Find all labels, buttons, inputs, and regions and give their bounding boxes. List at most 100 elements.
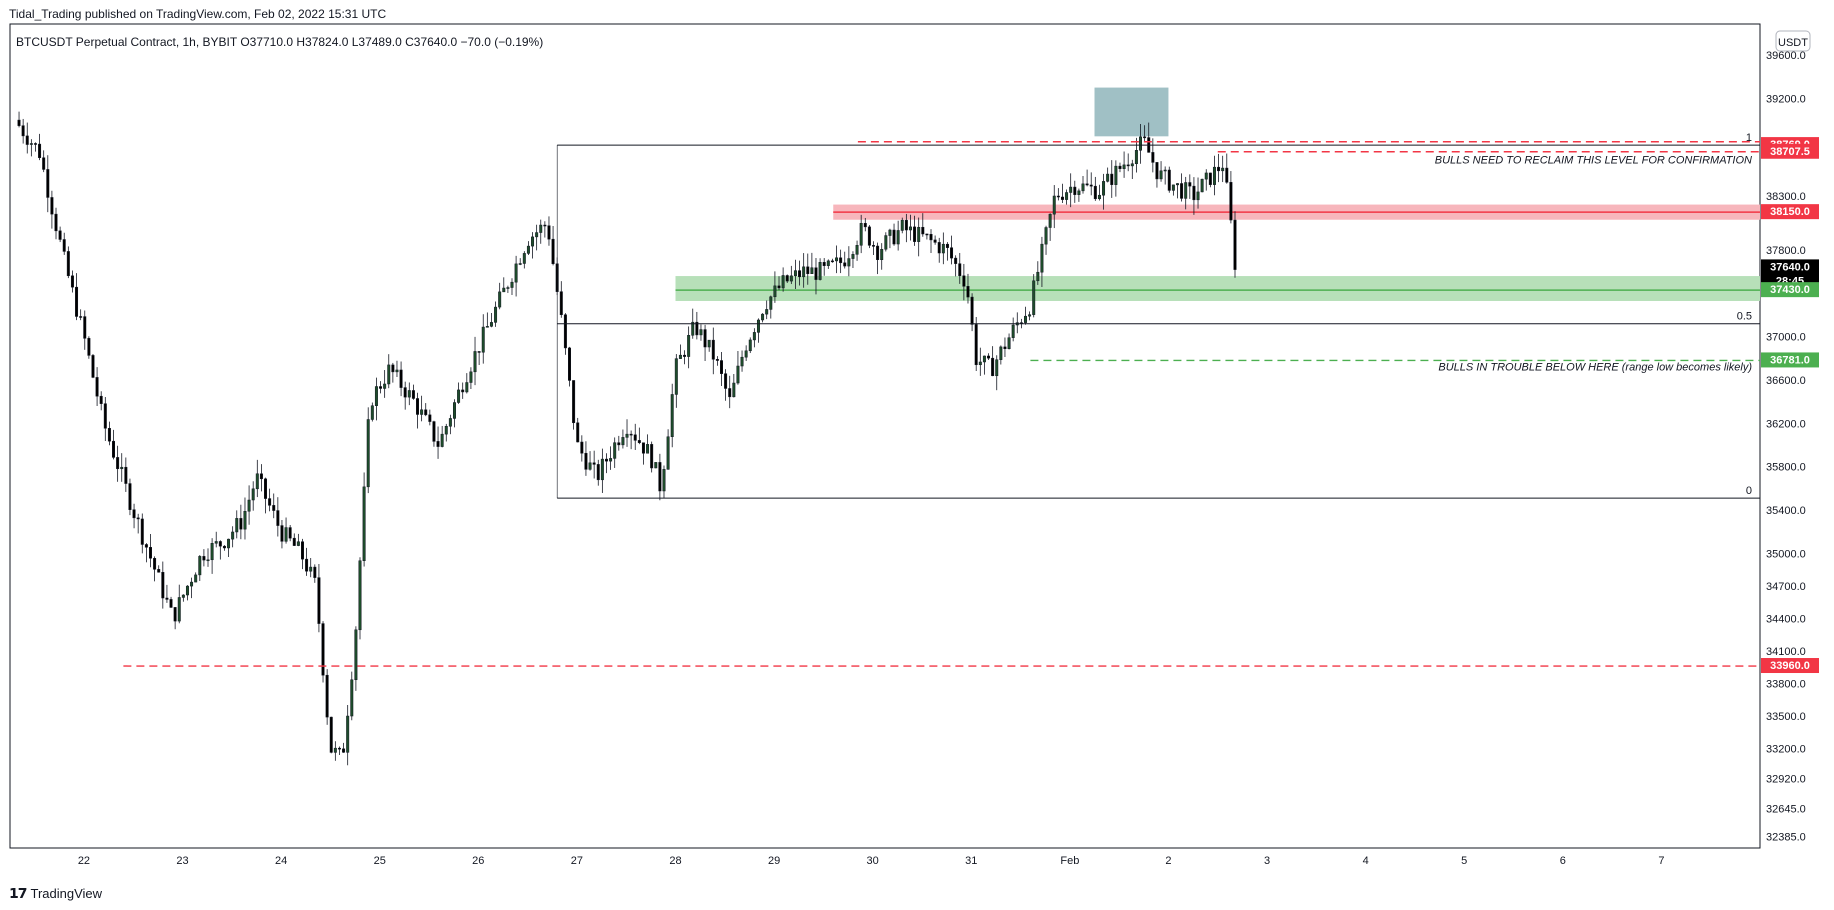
candle-down [892, 229, 896, 245]
candle-up [214, 541, 218, 544]
price-tag-label: 38707.5 [1770, 146, 1810, 158]
candle-down [543, 224, 547, 227]
candle-down [301, 541, 304, 560]
candle-up [736, 365, 740, 384]
candle-down [403, 387, 407, 398]
time-tick: 6 [1560, 855, 1566, 867]
candle-up [884, 235, 888, 250]
candle-up [691, 321, 695, 336]
candle-down [658, 462, 662, 492]
price-tick: 32385.0 [1766, 832, 1806, 844]
candle-up [358, 560, 362, 631]
candle-up [1048, 213, 1052, 228]
candle-up [469, 371, 473, 383]
candle-up [1102, 181, 1106, 196]
candle-down [925, 233, 929, 236]
candle-down [563, 314, 567, 349]
price-tick: 39200.0 [1766, 93, 1806, 105]
candle-up [1114, 165, 1118, 185]
candle-up [756, 319, 760, 333]
candle-up [366, 419, 370, 488]
candle-down [950, 247, 954, 259]
candle-up [773, 285, 777, 298]
candle-down [153, 558, 157, 570]
candle-down [325, 674, 329, 718]
candle-up [674, 358, 678, 395]
candle-down [872, 245, 875, 247]
candle-up [699, 329, 703, 336]
candle-up [789, 275, 793, 282]
candle-up [194, 574, 198, 583]
candle-down [66, 251, 70, 277]
candle-down [91, 355, 95, 378]
candle-up [802, 266, 806, 278]
candle-up [678, 354, 682, 359]
candle-up [613, 442, 617, 459]
candle-up [440, 433, 444, 447]
candle-down [342, 748, 346, 753]
price-tick: 33200.0 [1766, 743, 1806, 755]
candle-down [580, 441, 584, 454]
time-axis: 22 23 24 25 26 27 28 29 30 31 Feb 2 3 4 5 6 7 [78, 855, 1665, 867]
publisher-line: Tidal_Trading published on TradingView.c… [9, 7, 387, 21]
candle-down [913, 226, 917, 242]
candle-down [1110, 173, 1114, 185]
candle-down [572, 380, 576, 424]
candle-up [457, 389, 461, 403]
candle-down [629, 433, 633, 436]
price-tick: 37800.0 [1766, 245, 1806, 257]
candle-down [830, 260, 834, 263]
candle-down [95, 377, 99, 397]
candle-up [1204, 172, 1208, 180]
candle-up [494, 306, 498, 323]
candle-down [1085, 183, 1089, 186]
candle-up [29, 143, 33, 145]
candle-down [42, 157, 46, 170]
candle-down [921, 226, 925, 235]
candle-down [416, 398, 419, 415]
candle-down [822, 262, 826, 266]
candle-up [251, 488, 255, 501]
candle-down [715, 359, 719, 361]
candle-up [1221, 167, 1225, 172]
candle-down [17, 119, 21, 126]
candle-down [75, 286, 79, 317]
candle-down [169, 599, 173, 608]
candle-up [761, 313, 765, 321]
candle-up [752, 332, 756, 341]
currency-button[interactable]: USDT [1775, 30, 1811, 52]
candle-down [391, 364, 395, 373]
candle-down [259, 473, 263, 480]
candle-up [707, 339, 711, 348]
candle-up [1106, 173, 1110, 182]
candle-up [1184, 182, 1188, 199]
price-tick: 34100.0 [1766, 646, 1806, 658]
candle-up [539, 224, 543, 233]
candle-down [703, 329, 707, 348]
candle-up [1196, 191, 1200, 201]
price-tick: 33800.0 [1766, 678, 1806, 690]
candle-up [888, 229, 892, 236]
tradingview-mark-icon: 𝟭𝟳 [9, 885, 28, 901]
candle-down [132, 509, 136, 519]
candle-down [814, 267, 818, 280]
candle-down [399, 369, 403, 388]
time-tick: 3 [1264, 855, 1270, 867]
candle-down [313, 566, 317, 578]
candle-down [1056, 195, 1060, 198]
tradingview-logo[interactable]: 𝟭𝟳 TradingView [9, 885, 102, 902]
price-tick: 32920.0 [1766, 774, 1806, 786]
candle-down [411, 390, 415, 399]
candle-up [765, 309, 769, 315]
candle-up [1212, 166, 1216, 185]
time-tick: 2 [1165, 855, 1171, 867]
price-tag-label: 36781.0 [1770, 354, 1810, 366]
time-tick: 23 [176, 855, 188, 867]
candle-up [453, 402, 456, 419]
candle-up [206, 559, 210, 562]
candle-up [1200, 178, 1204, 193]
candle-up [588, 462, 592, 470]
candle-up [1130, 163, 1134, 167]
candle-down [112, 440, 116, 458]
